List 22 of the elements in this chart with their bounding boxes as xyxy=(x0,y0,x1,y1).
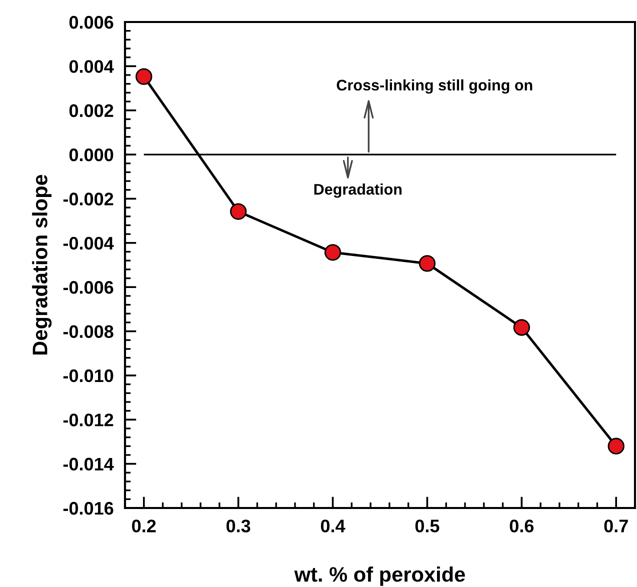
y-tick-label: 0.000 xyxy=(69,148,114,162)
x-tick-label: 0.6 xyxy=(510,520,534,532)
y-axis-title: Degradation slope xyxy=(32,174,52,354)
y-tick-label: 0.004 xyxy=(69,60,114,73)
x-axis-title: wt. % of peroxide xyxy=(294,566,465,586)
y-tick-label: -0.006 xyxy=(63,281,114,294)
y-tick-label: 0.002 xyxy=(69,104,114,118)
y-tick-label: -0.002 xyxy=(63,192,114,206)
annotation: Cross-linking still going on xyxy=(336,79,532,94)
x-tick-label: 0.4 xyxy=(320,520,346,532)
annotation: Degradation xyxy=(314,184,402,198)
x-tick-label: 0.5 xyxy=(415,520,440,532)
x-tick-label: 0.3 xyxy=(226,520,250,532)
x-tick-label: 0.2 xyxy=(132,520,156,532)
y-tick-label: -0.004 xyxy=(63,236,114,250)
y-tick-label: -0.016 xyxy=(63,502,114,515)
y-tick-label: -0.014 xyxy=(63,458,114,471)
y-tick-label: -0.008 xyxy=(63,325,114,338)
y-tick-label: -0.012 xyxy=(63,414,114,426)
y-tick-label: 0.006 xyxy=(69,16,114,29)
y-tick-label: -0.010 xyxy=(63,369,114,382)
x-tick-label: 0.7 xyxy=(604,520,628,532)
